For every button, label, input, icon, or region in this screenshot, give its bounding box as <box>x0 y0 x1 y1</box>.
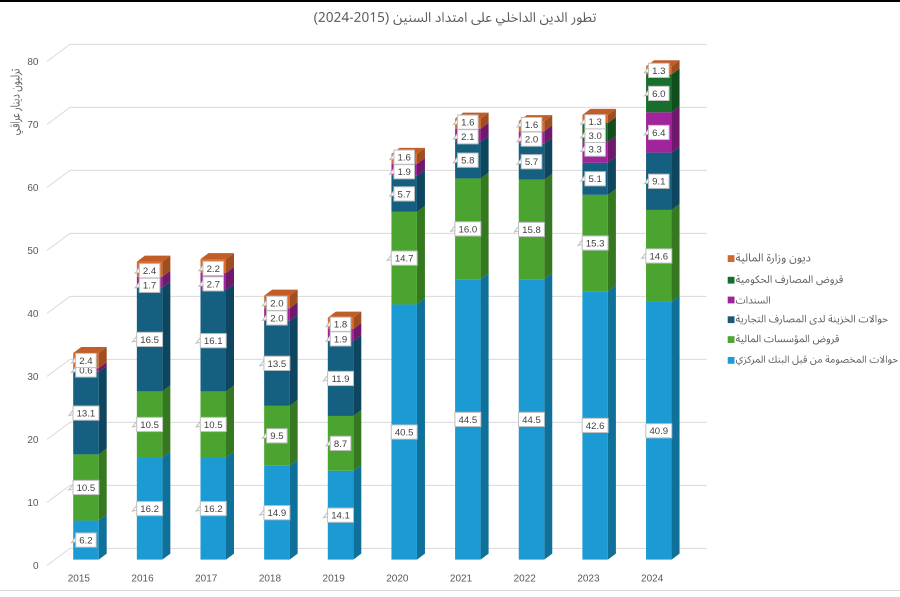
svg-text:40.9: 40.9 <box>649 426 668 437</box>
svg-text:2021: 2021 <box>450 574 473 585</box>
svg-text:13.5: 13.5 <box>268 359 287 370</box>
svg-text:42.6: 42.6 <box>586 421 605 432</box>
svg-text:2.1: 2.1 <box>461 132 474 143</box>
svg-text:6.4: 6.4 <box>652 128 666 139</box>
svg-text:16.2: 16.2 <box>204 504 223 515</box>
svg-text:2.2: 2.2 <box>207 264 220 275</box>
svg-text:2020: 2020 <box>386 574 409 585</box>
svg-text:0.6: 0.6 <box>79 365 92 376</box>
svg-text:14.7: 14.7 <box>395 254 414 265</box>
svg-text:8.7: 8.7 <box>334 439 347 450</box>
svg-text:2.4: 2.4 <box>79 356 93 367</box>
svg-text:1.9: 1.9 <box>398 167 411 178</box>
svg-text:2016: 2016 <box>131 574 154 585</box>
svg-text:2024: 2024 <box>641 574 664 585</box>
svg-text:10.5: 10.5 <box>204 420 223 431</box>
svg-text:1.3: 1.3 <box>652 66 665 77</box>
svg-text:16.5: 16.5 <box>140 335 159 346</box>
svg-text:16.0: 16.0 <box>459 224 478 235</box>
svg-text:2022: 2022 <box>514 574 537 585</box>
svg-text:6.2: 6.2 <box>79 535 92 546</box>
svg-text:30: 30 <box>27 372 39 383</box>
svg-text:80: 80 <box>27 57 39 68</box>
svg-text:2.7: 2.7 <box>207 279 220 290</box>
svg-text:15.3: 15.3 <box>586 238 605 249</box>
svg-text:10.5: 10.5 <box>77 483 96 494</box>
svg-text:2.4: 2.4 <box>143 266 157 277</box>
svg-text:6.0: 6.0 <box>652 89 665 100</box>
svg-text:14.9: 14.9 <box>268 508 287 519</box>
svg-text:10: 10 <box>27 498 39 509</box>
svg-text:2.0: 2.0 <box>525 135 538 146</box>
svg-text:11.9: 11.9 <box>332 374 350 385</box>
svg-text:1.3: 1.3 <box>588 117 601 128</box>
svg-text:40.5: 40.5 <box>395 427 414 438</box>
svg-text:1.6: 1.6 <box>461 118 474 129</box>
svg-text:10.5: 10.5 <box>140 420 159 431</box>
svg-text:44.5: 44.5 <box>522 415 541 426</box>
svg-text:1.6: 1.6 <box>398 153 411 164</box>
svg-text:9.5: 9.5 <box>270 431 283 442</box>
svg-text:16.1: 16.1 <box>204 336 223 347</box>
svg-text:5.7: 5.7 <box>398 189 411 200</box>
svg-text:2015: 2015 <box>68 574 91 585</box>
svg-text:9.1: 9.1 <box>652 177 665 188</box>
svg-text:2017: 2017 <box>195 574 218 585</box>
svg-text:3.3: 3.3 <box>588 145 601 156</box>
svg-text:40: 40 <box>27 309 39 320</box>
svg-text:14.6: 14.6 <box>649 251 668 262</box>
svg-text:60: 60 <box>27 183 39 194</box>
svg-text:44.5: 44.5 <box>459 415 478 426</box>
svg-text:1.8: 1.8 <box>334 320 347 331</box>
svg-text:1.6: 1.6 <box>525 120 538 131</box>
svg-text:2023: 2023 <box>577 574 600 585</box>
svg-text:5.1: 5.1 <box>588 174 601 185</box>
svg-text:2019: 2019 <box>323 574 346 585</box>
svg-text:1.9: 1.9 <box>334 334 347 345</box>
svg-text:15.8: 15.8 <box>522 225 541 236</box>
svg-text:2.0: 2.0 <box>270 299 283 310</box>
svg-text:50: 50 <box>27 246 39 257</box>
svg-text:2018: 2018 <box>259 574 282 585</box>
svg-text:16.2: 16.2 <box>140 504 159 515</box>
svg-text:13.1: 13.1 <box>77 409 96 420</box>
svg-text:1.7: 1.7 <box>143 281 156 292</box>
svg-text:5.7: 5.7 <box>525 157 538 168</box>
svg-text:14.1: 14.1 <box>331 511 350 522</box>
svg-text:0: 0 <box>33 561 39 572</box>
svg-text:70: 70 <box>27 120 39 131</box>
svg-text:3.0: 3.0 <box>588 131 601 142</box>
svg-text:5.8: 5.8 <box>461 156 474 167</box>
svg-text:2.0: 2.0 <box>270 313 283 324</box>
svg-text:20: 20 <box>27 435 39 446</box>
